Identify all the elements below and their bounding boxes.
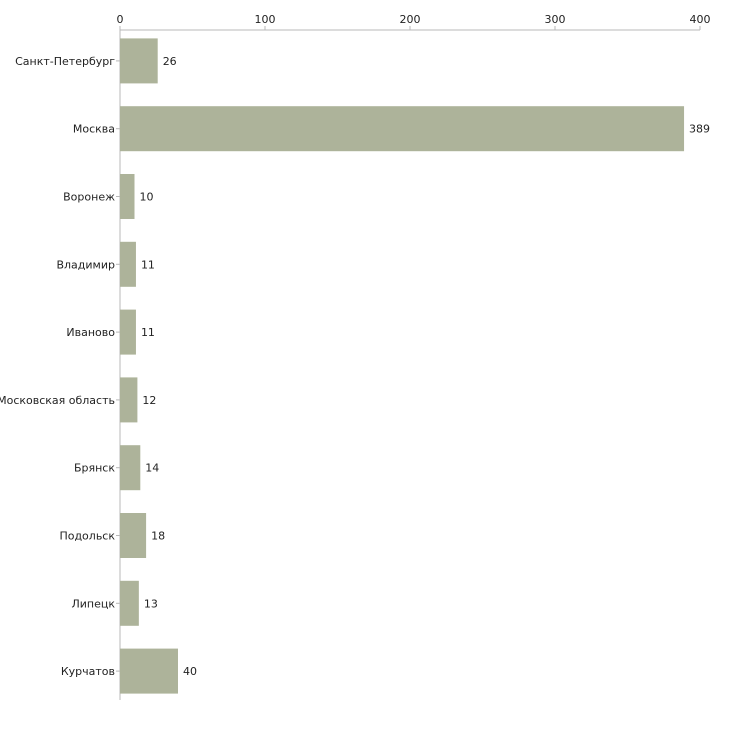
x-tick-label: 100 [255, 13, 276, 26]
bar [120, 580, 139, 626]
x-tick-label: 0 [117, 13, 124, 26]
category-label: Курчатов [61, 665, 115, 678]
x-tick-label: 300 [545, 13, 566, 26]
bar [120, 174, 135, 219]
bar-layer [120, 38, 685, 694]
category-label: Санкт-Петербург [15, 55, 115, 68]
data-label: 10 [140, 191, 154, 204]
category-label: Воронеж [63, 191, 115, 204]
bar [120, 38, 158, 84]
bar [120, 106, 685, 152]
label-layer: Санкт-Петербург 26 Москва 389 Воронеж 10 Влади… [0, 55, 710, 678]
category-label: Брянск [74, 462, 115, 475]
data-label: 13 [144, 597, 158, 610]
data-label: 14 [145, 462, 159, 475]
data-label: 12 [142, 394, 156, 407]
category-label: Владимир [56, 258, 115, 271]
x-tick-label: 400 [690, 13, 711, 26]
bar [120, 445, 141, 491]
data-label: 11 [141, 326, 155, 339]
bar [120, 241, 136, 287]
category-label: Москва [73, 123, 115, 136]
data-label: 18 [151, 530, 165, 543]
category-label: Липецк [71, 597, 115, 610]
category-label: Иваново [66, 326, 115, 339]
bar [120, 309, 136, 355]
category-label: Подольск [59, 530, 115, 543]
data-label: 26 [163, 55, 177, 68]
x-tick-label: 200 [400, 13, 421, 26]
bar [120, 513, 147, 558]
category-label: Московская область [0, 394, 115, 407]
bar [120, 648, 178, 694]
data-label: 40 [183, 665, 197, 678]
bar [120, 377, 138, 423]
data-label: 389 [689, 123, 710, 136]
data-label: 11 [141, 258, 155, 271]
